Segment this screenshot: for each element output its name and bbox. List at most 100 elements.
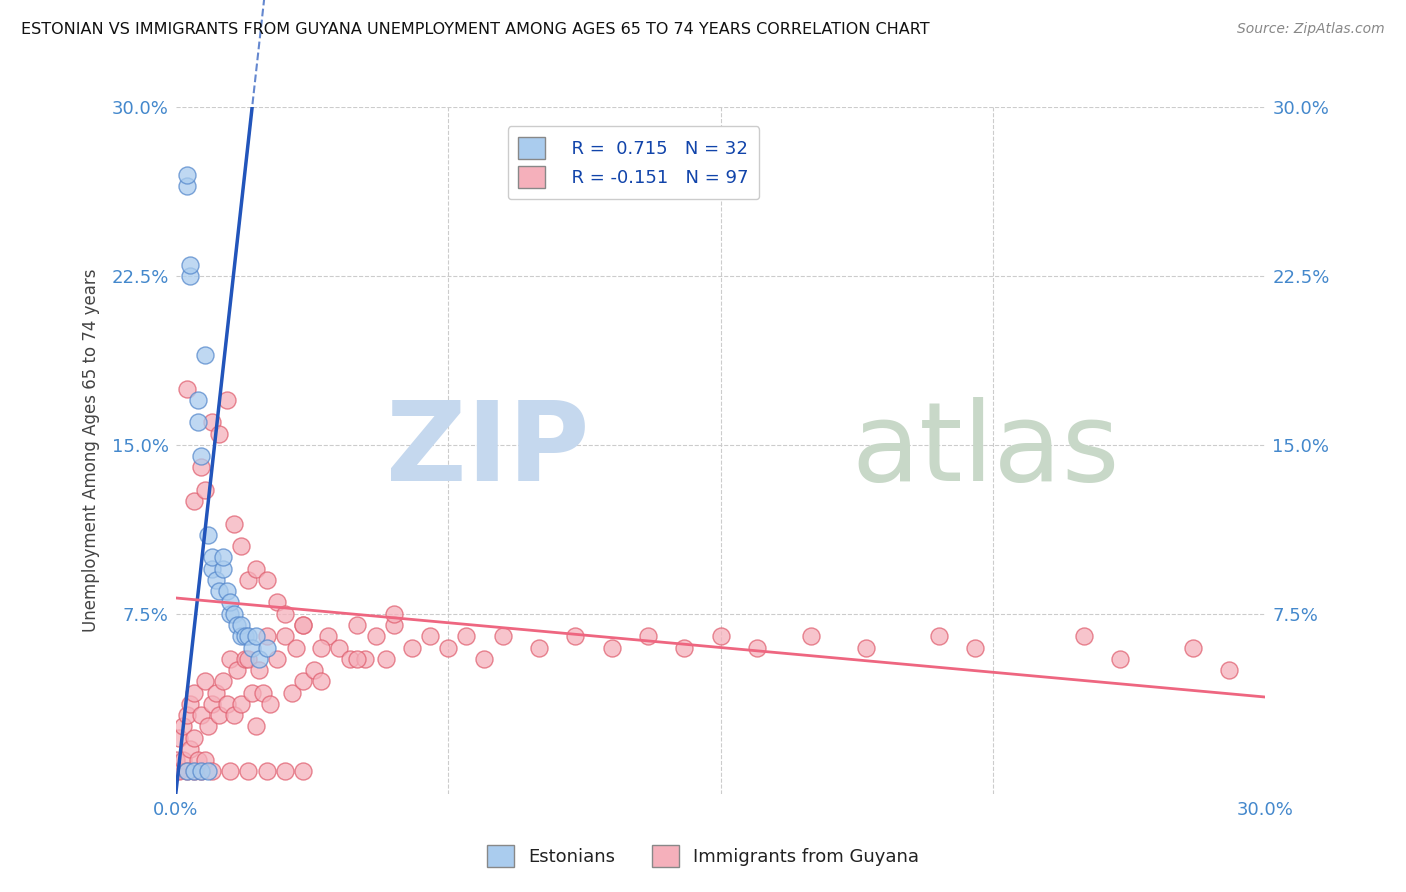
Point (183, 764, 205, 779)
Point (1181, 640, 1204, 655)
Text: ESTONIAN VS IMMIGRANTS FROM GUYANA UNEMPLOYMENT AMONG AGES 65 TO 74 YEARS CORREL: ESTONIAN VS IMMIGRANTS FROM GUYANA UNEMP… (21, 22, 929, 37)
Point (710, 629, 733, 643)
Point (274, 764, 297, 779)
Point (183, 764, 205, 779)
Point (190, 708, 212, 723)
Point (231, 539, 253, 553)
Point (401, 640, 423, 655)
Point (291, 764, 314, 779)
Point (212, 674, 235, 689)
Point (183, 731, 205, 745)
Point (963, 640, 986, 655)
Point (240, 640, 263, 655)
Point (194, 674, 217, 689)
Point (186, 753, 209, 767)
Point (492, 629, 515, 643)
Point (1073, 629, 1095, 643)
Point (302, 663, 325, 677)
Point (201, 697, 224, 711)
Point (256, 573, 278, 587)
Text: Source: ZipAtlas.com: Source: ZipAtlas.com (1237, 22, 1385, 37)
Point (564, 629, 586, 643)
Point (245, 629, 267, 643)
Point (172, 719, 194, 733)
Text: ZIP: ZIP (387, 397, 591, 504)
Point (204, 685, 226, 699)
Point (197, 719, 219, 733)
Point (252, 685, 274, 699)
Point (437, 640, 460, 655)
Point (201, 415, 224, 429)
Point (353, 652, 375, 666)
Point (328, 640, 350, 655)
Point (382, 607, 405, 621)
Point (197, 764, 219, 779)
Point (176, 382, 198, 396)
Point (169, 764, 191, 779)
Point (231, 629, 253, 643)
Point (190, 764, 212, 779)
Point (226, 663, 249, 677)
Point (600, 640, 623, 655)
Point (245, 562, 267, 576)
Point (212, 550, 235, 565)
Point (800, 629, 823, 643)
Point (318, 629, 340, 643)
Point (259, 697, 281, 711)
Point (291, 618, 314, 632)
Point (256, 640, 278, 655)
Point (346, 618, 368, 632)
Point (474, 652, 496, 666)
Point (247, 652, 270, 666)
Point (215, 392, 238, 407)
Y-axis label: Unemployment Among Ages 65 to 74 years: Unemployment Among Ages 65 to 74 years (83, 268, 100, 632)
Point (179, 742, 201, 756)
Point (281, 685, 304, 699)
Point (190, 764, 212, 779)
Text: atlas: atlas (852, 397, 1119, 504)
Point (176, 764, 198, 779)
Point (233, 652, 256, 666)
Point (172, 753, 194, 767)
Point (219, 607, 242, 621)
Point (183, 685, 205, 699)
Point (364, 629, 387, 643)
Point (208, 426, 231, 441)
Point (201, 550, 224, 565)
Point (183, 494, 205, 508)
Legend: Estonians, Immigrants from Guyana: Estonians, Immigrants from Guyana (479, 838, 927, 874)
Point (274, 607, 297, 621)
Point (233, 629, 256, 643)
Point (219, 764, 242, 779)
Point (208, 708, 231, 723)
Point (928, 629, 950, 643)
Point (266, 652, 288, 666)
Point (375, 652, 398, 666)
Point (527, 640, 550, 655)
Point (169, 731, 191, 745)
Point (1109, 652, 1132, 666)
Point (201, 562, 224, 576)
Point (309, 674, 332, 689)
Point (238, 573, 260, 587)
Point (419, 629, 441, 643)
Point (176, 708, 198, 723)
Point (745, 640, 768, 655)
Legend:   R =  0.715   N = 32,   R = -0.151   N = 97: R = 0.715 N = 32, R = -0.151 N = 97 (508, 127, 759, 199)
Point (855, 640, 877, 655)
Point (165, 764, 187, 779)
Point (637, 629, 659, 643)
Point (256, 764, 278, 779)
Point (222, 708, 245, 723)
Point (339, 652, 361, 666)
Point (284, 640, 307, 655)
Point (238, 629, 260, 643)
Point (215, 584, 238, 599)
Point (382, 618, 405, 632)
Point (346, 652, 368, 666)
Point (194, 348, 217, 362)
Point (186, 415, 209, 429)
Point (194, 483, 217, 497)
Point (197, 528, 219, 542)
Point (222, 607, 245, 621)
